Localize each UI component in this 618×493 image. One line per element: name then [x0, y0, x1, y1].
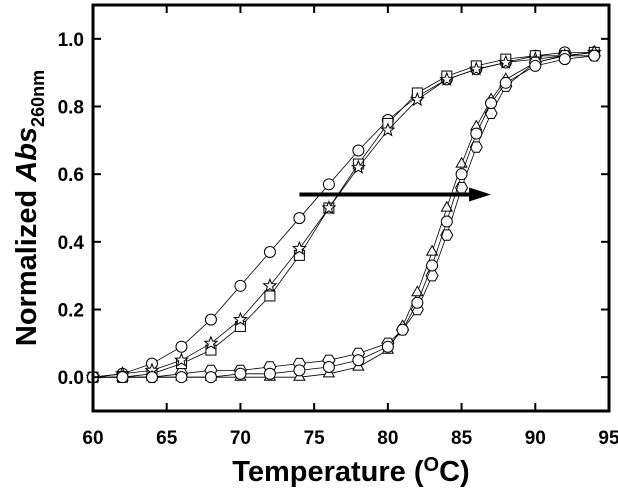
y-axis-title-italic: Abs [11, 127, 43, 183]
arrow-layer [299, 187, 492, 202]
data-point-circle [322, 178, 335, 191]
data-point-circle [175, 371, 188, 384]
data-point-star [291, 240, 307, 256]
data-point-hexagon [440, 229, 454, 241]
series-line [93, 52, 595, 378]
y-tick-label: 1.0 [58, 30, 84, 51]
series-line [92, 52, 595, 378]
data-point-triangle [425, 244, 439, 256]
plot-frame [91, 3, 611, 413]
y-tick-label: 0.4 [58, 233, 85, 254]
data-point-circle [175, 340, 188, 353]
data-point-star [380, 122, 396, 137]
data-point-circle [396, 323, 409, 336]
data-point-circle [352, 354, 365, 367]
y-tick-label: 0.6 [58, 165, 84, 186]
data-point-hexagon [484, 107, 498, 119]
series-line [92, 52, 595, 378]
data-point-circle [588, 49, 601, 62]
data-point-circle [145, 371, 158, 384]
x-tick-label: 90 [525, 428, 546, 449]
data-point-circle [411, 296, 424, 309]
data-point-star [262, 277, 278, 293]
arrow-head [469, 187, 492, 202]
data-point-circle [440, 215, 453, 228]
series-line [93, 55, 595, 378]
y-tick-label: 0.8 [58, 98, 84, 119]
y-tick-label: 0.0 [58, 368, 84, 389]
data-point-circle [426, 259, 439, 272]
data-point-square [264, 290, 276, 302]
tick-layer: 60 65 70 75 80 85 90 95 0.0 0.2 0.4 0.6 0.8 1.0 [58, 5, 618, 449]
data-point-circle [293, 364, 306, 377]
data-point-circle [293, 212, 306, 225]
x-axis-title-superscript: O [424, 454, 440, 476]
series-6 [87, 49, 601, 384]
data-point-circle [204, 313, 217, 326]
y-tick-label: 0.2 [58, 301, 84, 322]
series-line [93, 52, 595, 378]
data-point-star [173, 352, 189, 367]
data-point-star [321, 200, 337, 215]
data-point-circle [499, 76, 512, 89]
x-tick-label: 85 [451, 428, 473, 449]
data-point-circle [234, 367, 247, 380]
x-tick-label: 75 [304, 428, 326, 449]
series-2 [87, 46, 600, 383]
data-point-circle [352, 144, 365, 157]
data-point-circle [322, 361, 335, 374]
data-point-hexagon [469, 141, 483, 153]
series-3 [85, 44, 602, 384]
series-layer [85, 44, 602, 384]
data-point-circle [485, 97, 498, 110]
data-point-circle [558, 53, 571, 66]
data-point-triangle [455, 156, 468, 168]
series-1 [87, 46, 601, 384]
data-point-triangle [411, 285, 424, 297]
data-point-star [409, 91, 425, 107]
series-line [93, 55, 595, 378]
data-point-triangle [440, 200, 454, 212]
data-point-star [468, 61, 484, 76]
data-point-circle [455, 168, 468, 181]
x-tick-label: 80 [377, 428, 398, 449]
x-tick-label: 65 [156, 428, 178, 449]
data-point-circle [116, 371, 129, 384]
data-point-circle [204, 371, 217, 384]
x-tick-label: 70 [230, 428, 251, 449]
data-point-circle [263, 367, 276, 380]
x-axis-title: Temperature (OC) [232, 454, 469, 488]
y-axis-title: Normalized Abs260nm [11, 70, 48, 346]
data-point-circle [263, 245, 276, 258]
data-point-circle [470, 127, 483, 140]
series-5 [86, 50, 601, 383]
data-point-star [498, 54, 514, 69]
x-tick-label: 95 [598, 428, 618, 449]
data-point-star [232, 311, 248, 327]
x-tick-label: 60 [82, 428, 103, 449]
y-axis-title-subscript: 260nm [28, 70, 48, 127]
data-point-circle [529, 59, 542, 72]
data-point-circle [234, 279, 247, 292]
data-point-circle [381, 340, 394, 353]
series-4 [86, 45, 601, 381]
data-point-star [439, 71, 455, 86]
data-point-star [350, 159, 366, 174]
data-point-star [203, 335, 219, 350]
